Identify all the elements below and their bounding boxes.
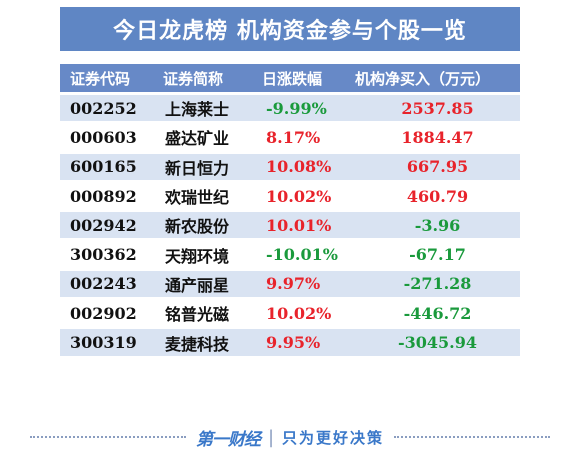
cell-net-buy: 667.95 xyxy=(406,157,469,177)
brand-logo: 第一财经 xyxy=(195,429,261,450)
cell-net-buy: 460.79 xyxy=(406,186,469,206)
footer: 第一财经 | 只为更好决策 xyxy=(30,424,550,450)
cell-code: 002252 xyxy=(70,98,137,118)
cell-code: 000603 xyxy=(70,127,137,147)
cell-change: 10.02% xyxy=(266,186,332,206)
table-row: 300362 天翔环境 -10.01% -67.17 xyxy=(60,238,520,268)
cell-change: 9.95% xyxy=(266,333,321,353)
table-row: 002252 上海莱士 -9.99% 2537.85 xyxy=(60,92,520,122)
cell-code: 300362 xyxy=(70,245,137,265)
table-row: 000603 盛达矿业 8.17% 1884.47 xyxy=(60,121,520,151)
cell-change: 8.17% xyxy=(266,127,321,147)
table-header: 证券代码 证券简称 日涨跌幅 机构净买入（万元） xyxy=(60,64,520,92)
cell-net-buy: 2537.85 xyxy=(401,98,474,118)
cell-name: 铭普光磁 xyxy=(165,305,230,325)
brand-separator: | xyxy=(267,426,275,448)
cell-name: 欢瑞世纪 xyxy=(165,188,230,208)
table-row: 002942 新农股份 10.01% -3.96 xyxy=(60,209,520,239)
table-row: 000892 欢瑞世纪 10.02% 460.79 xyxy=(60,179,520,210)
brand-slogan: 只为更好决策 xyxy=(282,428,385,447)
cell-net-buy: -3045.94 xyxy=(397,333,477,353)
header-code: 证券代码 xyxy=(70,69,131,88)
cell-code: 002243 xyxy=(70,274,137,294)
cell-net-buy: -446.72 xyxy=(403,303,472,323)
cell-name: 通产丽星 xyxy=(165,275,230,295)
cell-change: -9.99% xyxy=(266,98,327,118)
cell-name: 盛达矿业 xyxy=(165,129,230,149)
cell-net-buy: -3.96 xyxy=(414,215,461,235)
cell-name: 新日恒力 xyxy=(165,158,230,178)
cell-name: 麦捷科技 xyxy=(165,334,230,354)
cell-name: 上海莱士 xyxy=(165,100,230,120)
cell-change: -10.01% xyxy=(266,245,338,265)
cell-net-buy: -67.17 xyxy=(409,245,466,265)
cell-net-buy: -271.28 xyxy=(403,274,472,294)
cell-code: 002902 xyxy=(70,303,137,323)
institution-trading-table: 证券代码 证券简称 日涨跌幅 机构净买入（万元） 002252 上海莱士 -9.99… xyxy=(60,64,520,356)
footer-divider-right xyxy=(394,436,550,438)
cell-code: 000892 xyxy=(70,186,137,206)
cell-change: 10.01% xyxy=(266,215,332,235)
table-row: 600165 新日恒力 10.08% 667.95 xyxy=(60,150,520,180)
cell-code: 600165 xyxy=(70,157,137,177)
cell-code: 002942 xyxy=(70,215,137,235)
footer-brand: 第一财经 | 只为更好决策 xyxy=(186,425,394,450)
header-change: 日涨跌幅 xyxy=(262,69,323,88)
cell-net-buy: 1884.47 xyxy=(401,127,474,147)
cell-change: 9.97% xyxy=(266,274,321,294)
table-row: 002902 铭普光磁 10.02% -446.72 xyxy=(60,297,520,327)
footer-divider-left xyxy=(30,436,186,438)
cell-code: 300319 xyxy=(70,333,137,353)
table-row: 300319 麦捷科技 9.95% -3045.94 xyxy=(60,326,520,356)
header-net-buy: 机构净买入（万元） xyxy=(355,69,491,88)
table-row: 002243 通产丽星 9.97% -271.28 xyxy=(60,267,520,298)
cell-change: 10.08% xyxy=(266,157,332,177)
header-name: 证券简称 xyxy=(163,69,224,88)
cell-name: 天翔环境 xyxy=(165,246,230,266)
cell-change: 10.02% xyxy=(266,303,332,323)
page-title: 今日龙虎榜 机构资金参与个股一览 xyxy=(60,7,520,51)
cell-name: 新农股份 xyxy=(165,217,230,237)
